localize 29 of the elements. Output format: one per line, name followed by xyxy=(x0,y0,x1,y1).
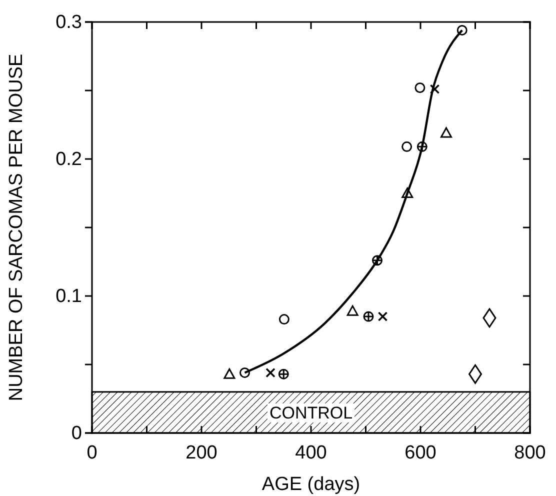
x-tick-label: 400 xyxy=(295,442,327,464)
point xyxy=(416,141,428,152)
point xyxy=(430,84,440,94)
y-tick-label: 0.3 xyxy=(56,12,82,34)
point xyxy=(240,367,250,378)
point xyxy=(363,311,374,322)
y-tick-label: 0 xyxy=(71,423,82,444)
point xyxy=(402,188,414,198)
y-tick-label: 0.2 xyxy=(56,149,82,170)
x-tick-label: 800 xyxy=(514,442,546,464)
point xyxy=(266,368,276,378)
band-label: CONTROL xyxy=(269,403,353,422)
point xyxy=(414,82,426,94)
x-axis-title: AGE (days) xyxy=(262,474,360,495)
y-tick-label: 0.1 xyxy=(56,286,82,308)
y-axis-title: NUMBER OF SARCOMAS PER MOUSE xyxy=(6,54,27,402)
point xyxy=(440,127,452,138)
point xyxy=(224,368,236,379)
x-tick-label: 0 xyxy=(86,442,98,464)
point xyxy=(372,255,382,266)
point xyxy=(402,141,412,152)
point xyxy=(278,314,290,325)
point xyxy=(378,312,388,322)
point xyxy=(482,308,496,328)
point xyxy=(346,305,358,316)
x-tick-label: 600 xyxy=(404,442,436,464)
point xyxy=(278,368,289,380)
point xyxy=(456,24,468,36)
x-tick-label: 200 xyxy=(186,442,218,464)
